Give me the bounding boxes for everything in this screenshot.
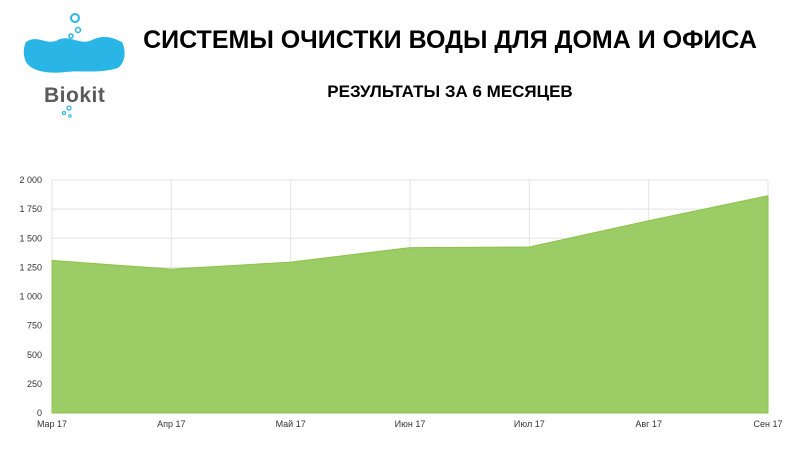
x-tick-label: Май 17 [276,419,306,429]
chart-area-layer [51,195,769,414]
y-tick-label: 750 [27,321,42,331]
y-tick-label: 1 000 [19,292,42,302]
bubble-icon [68,33,74,39]
y-tick-label: 250 [27,379,42,389]
y-tick-label: 2 000 [19,175,42,185]
bubble-icon [68,114,72,118]
bubble-icon [66,105,72,111]
x-tick-label: Сен 17 [754,419,783,429]
y-tick-label: 1 750 [19,204,42,214]
biokit-logo [23,13,125,118]
logo-text: Biokit [44,84,106,107]
water-wave-icon [23,36,125,73]
y-axis: 0 250 500 750 1 000 1 250 1 500 1 750 2 000 [19,175,42,418]
page-title: СИСТЕМЫ ОЧИСТКИ ВОДЫ ДЛЯ ДОМА И ОФИСА [143,26,757,54]
x-tick-label: Апр 17 [157,419,185,429]
bubble-icon [70,13,80,23]
x-tick-label: Июн 17 [395,419,426,429]
y-tick-label: 0 [37,408,42,418]
bubble-icon [61,110,67,116]
x-tick-label: Мар 17 [37,419,67,429]
x-axis: Мар 17 Апр 17 Май 17 Июн 17 Июл 17 Авг 17 Сен … [37,419,783,429]
bubble-icon [74,26,82,34]
page-subtitle: РЕЗУЛЬТАТЫ ЗА 6 МЕСЯЦЕВ [327,82,573,101]
y-tick-label: 1 250 [19,262,42,272]
area-series [51,195,769,414]
x-tick-label: Авг 17 [635,419,662,429]
y-tick-label: 500 [27,350,42,360]
x-tick-label: Июл 17 [514,419,545,429]
y-tick-label: 1 500 [19,233,42,243]
